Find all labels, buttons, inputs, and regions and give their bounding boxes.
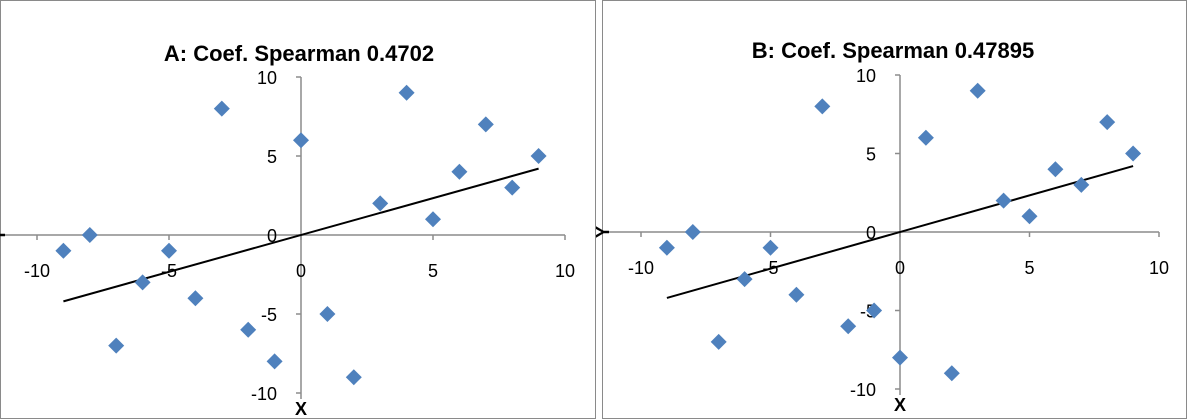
data-point (1073, 176, 1090, 193)
data-point (762, 239, 779, 256)
data-point (477, 116, 494, 133)
chart-panel-a: -10-505101050-5-10A: Coef. Spearman 0.47… (0, 0, 596, 419)
data-point (943, 365, 960, 382)
chart-panel-b: -10-505101050-5-10B: Coef. Spearman 0.47… (593, 0, 1187, 419)
data-point (108, 337, 125, 354)
chart-title: B: Coef. Spearman 0.47895 (752, 38, 1034, 63)
data-point (788, 286, 805, 303)
x-axis-label: X (295, 399, 307, 419)
scatter-chart-b: -10-505101050-5-10B: Coef. Spearman 0.47… (593, 38, 1169, 415)
data-point (266, 353, 283, 370)
data-point (840, 318, 857, 335)
data-point (866, 302, 883, 319)
scatter-chart-a: -10-505101050-5-10A: Coef. Spearman 0.47… (0, 41, 575, 419)
data-point (1021, 208, 1038, 225)
y-tick-label: -10 (850, 380, 876, 400)
data-point (1099, 114, 1116, 131)
data-point (736, 271, 753, 288)
y-tick-label: 5 (866, 145, 876, 165)
data-point (892, 349, 908, 366)
data-point (684, 224, 701, 240)
data-point (814, 98, 831, 115)
data-point (55, 242, 72, 259)
x-tick-label: 5 (428, 261, 438, 281)
data-point (917, 129, 934, 146)
data-point (1125, 145, 1142, 162)
y-tick-label: 10 (257, 68, 277, 88)
data-point (293, 132, 309, 149)
data-point (425, 211, 441, 228)
data-point (969, 82, 986, 99)
x-tick-label: 5 (1024, 258, 1034, 278)
data-point (81, 227, 98, 243)
y-tick-label: -10 (251, 384, 277, 404)
x-tick-label: -10 (24, 261, 50, 281)
data-point (995, 192, 1012, 209)
data-point (1047, 161, 1064, 178)
data-point (504, 179, 521, 196)
data-point (372, 195, 389, 212)
x-tick-label: -10 (628, 258, 654, 278)
y-tick-label: -5 (261, 305, 277, 325)
data-point (710, 333, 727, 350)
y-tick-label: 5 (267, 147, 277, 167)
x-tick-label: 10 (1149, 258, 1169, 278)
x-tick-label: 0 (296, 261, 306, 281)
data-point (398, 84, 415, 101)
data-point (451, 163, 468, 180)
data-point (213, 100, 230, 117)
y-tick-label: 0 (267, 226, 277, 246)
x-tick-label: 0 (895, 258, 905, 278)
data-point (187, 290, 204, 307)
chart-title: A: Coef. Spearman 0.4702 (164, 41, 434, 66)
y-tick-label: 0 (866, 223, 876, 243)
y-tick-label: 10 (856, 66, 876, 86)
y-axis-label: Y (593, 226, 613, 238)
data-point (161, 242, 177, 259)
data-point (345, 369, 362, 386)
data-point (530, 148, 547, 164)
x-tick-label: 10 (555, 261, 575, 281)
data-point (658, 239, 675, 256)
y-axis-label: Y (0, 229, 9, 241)
data-point (319, 306, 336, 322)
data-point (240, 321, 257, 338)
x-axis-label: X (894, 395, 906, 415)
data-point (134, 274, 151, 291)
